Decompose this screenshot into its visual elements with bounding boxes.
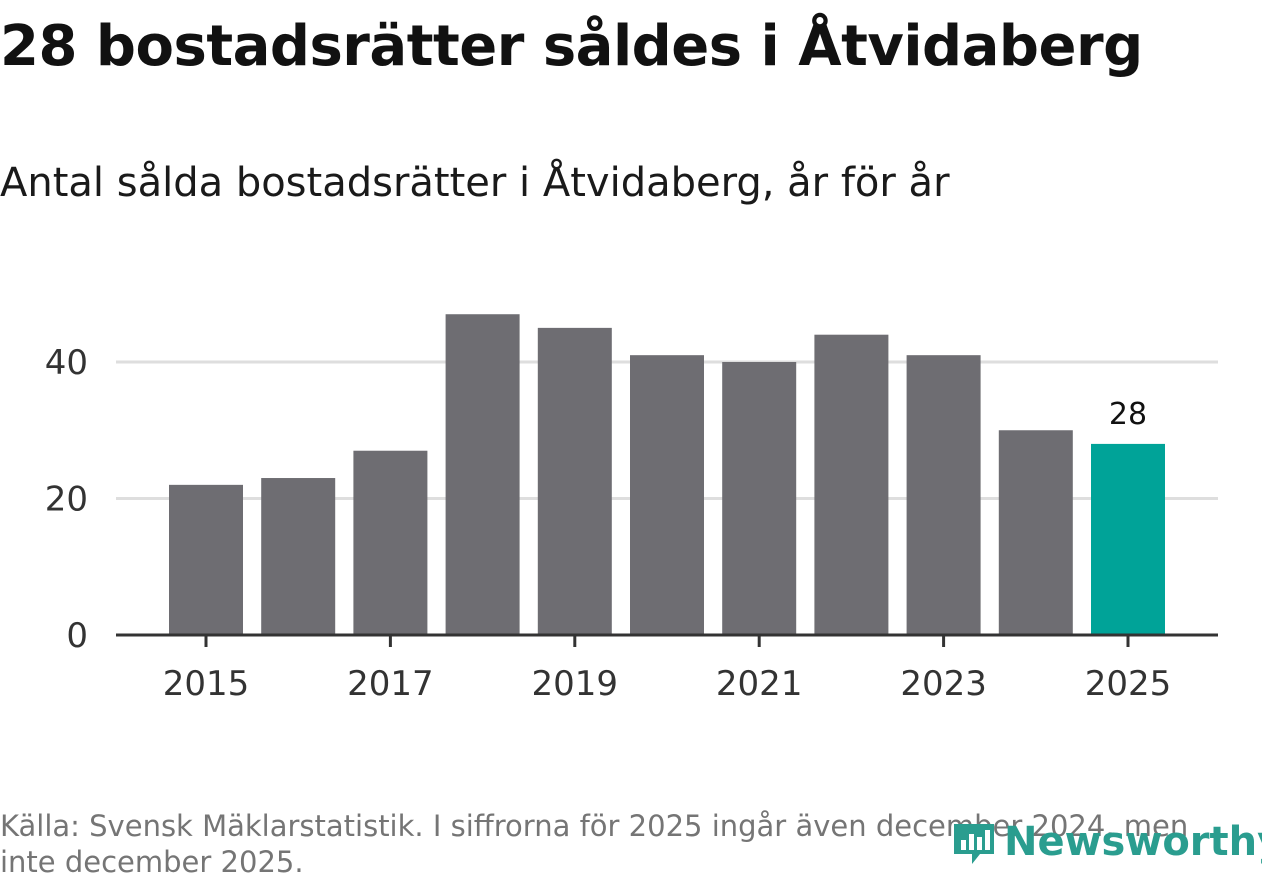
x-tick-label-2015: 2015 xyxy=(163,664,250,704)
bar-2015 xyxy=(169,484,243,635)
x-tick-label-2023: 2023 xyxy=(900,664,987,704)
bar-2025 xyxy=(1091,443,1165,635)
bar-2021 xyxy=(722,362,797,635)
bar-2017 xyxy=(353,450,428,635)
data-label-2025: 28 xyxy=(1109,397,1147,432)
bar-2019 xyxy=(537,327,612,635)
chart-subtitle: Antal sålda bostadsrätter i Åtvidaberg, … xyxy=(0,160,950,206)
labels: 0 20 40 2015 2017 2019 2021 2023 2025 28 xyxy=(45,343,1172,704)
x-tick-label-2025: 2025 xyxy=(1085,664,1172,704)
brand-name: Newsworthy xyxy=(1004,819,1262,865)
bar-2018 xyxy=(445,314,520,635)
newsworthy-logo-icon xyxy=(954,824,994,864)
bar-2024 xyxy=(998,430,1073,635)
y-tick-label-20: 20 xyxy=(45,480,88,520)
x-tick-label-2021: 2021 xyxy=(716,664,803,704)
bar-2016 xyxy=(261,478,336,635)
chart-title: 28 bostadsrätter såldes i Åtvidaberg xyxy=(0,14,1143,79)
bars xyxy=(169,314,1165,635)
x-tick-label-2019: 2019 xyxy=(532,664,619,704)
y-tick-label-40: 40 xyxy=(45,343,88,383)
axes xyxy=(116,633,1218,647)
brand-logo: Newsworthy xyxy=(950,818,1262,866)
bar-2022 xyxy=(814,334,889,635)
bar-2020 xyxy=(630,355,704,635)
x-tick-label-2017: 2017 xyxy=(347,664,434,704)
y-tick-label-0: 0 xyxy=(66,616,88,656)
bar-2023 xyxy=(906,355,981,635)
